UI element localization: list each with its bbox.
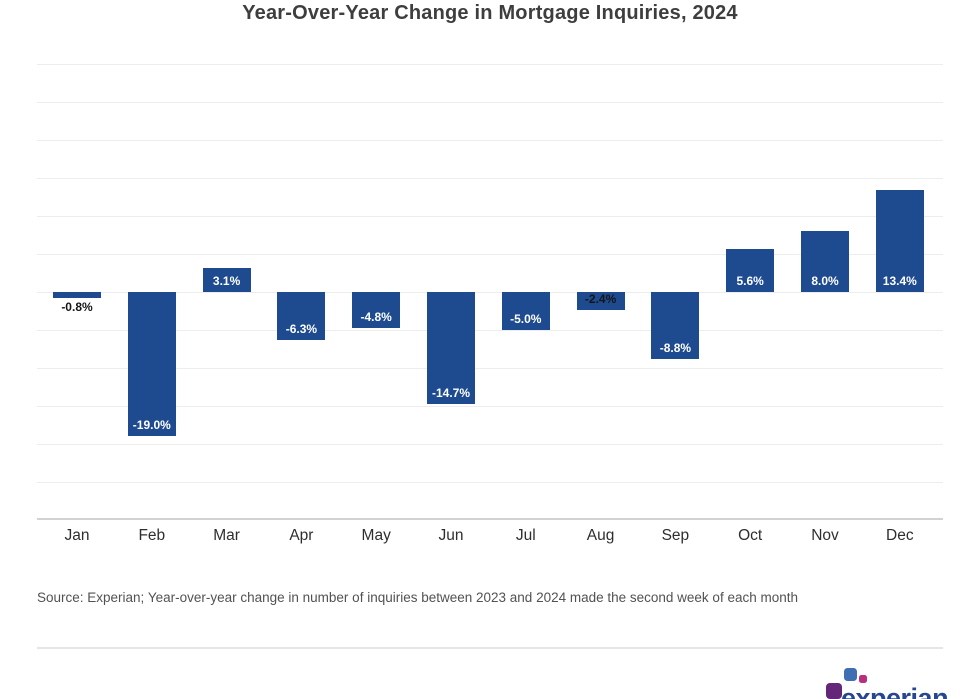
gridline xyxy=(37,102,943,103)
bar-mar: 3.1% xyxy=(202,268,251,292)
x-axis-label: Jul xyxy=(515,527,536,544)
bar-label: -8.8% xyxy=(659,340,692,355)
bar-jul: -5.0% xyxy=(501,292,550,330)
bar-label: -0.8% xyxy=(61,300,93,315)
x-axis: Jan Feb Mar Apr May Jun Jul Aug Sep Oct Nov Dec xyxy=(37,527,943,549)
logo-magenta-dot-icon xyxy=(859,675,867,683)
bar-jun: -14.7% xyxy=(427,292,475,404)
x-axis-label: Sep xyxy=(661,527,690,544)
bar-label: 13.4% xyxy=(882,273,917,288)
gridline xyxy=(37,444,943,445)
bar-oct: 5.6% xyxy=(726,249,775,292)
plot-area: -0.8% -19.0% 3.1% -6.3% -4.8% -14.7% -5.0% -2.4… xyxy=(37,64,943,520)
bar-jan xyxy=(53,292,101,299)
bar-apr: -6.3% xyxy=(277,292,326,340)
bar-label: -5.0% xyxy=(510,312,542,326)
x-axis-label: Jun xyxy=(438,527,464,544)
x-axis-label: Nov xyxy=(811,527,839,544)
bar-dec: 13.4% xyxy=(875,190,924,292)
gridline xyxy=(37,216,943,217)
source-note: Source: Experian; Year-over-year change … xyxy=(37,590,798,605)
chart-title: Year-Over-Year Change in Mortgage Inquir… xyxy=(242,2,738,24)
bar-label: 3.1% xyxy=(212,273,241,288)
logo-purple-square-icon xyxy=(826,683,842,699)
gridline xyxy=(37,330,943,331)
x-axis-label: May xyxy=(361,527,391,544)
x-axis-label: Aug xyxy=(586,527,615,544)
bar-nov: 8.0% xyxy=(801,231,849,292)
logo-wordmark: experian xyxy=(841,683,949,699)
gridline xyxy=(37,254,943,255)
bar-label: -4.8% xyxy=(360,310,392,325)
bar-label: -2.4% xyxy=(584,292,617,307)
x-axis-label: Oct xyxy=(738,527,763,544)
gridline xyxy=(37,140,943,141)
logo-blue-square-icon xyxy=(844,668,857,681)
bar-label: 8.0% xyxy=(811,273,839,288)
bar-label: -14.7% xyxy=(431,385,471,400)
gridline xyxy=(37,482,943,483)
x-axis-line xyxy=(37,518,943,520)
divider-line xyxy=(37,647,943,649)
x-axis-label: Mar xyxy=(213,527,240,544)
gridline xyxy=(37,178,943,179)
gridline xyxy=(37,64,943,65)
x-axis-label: Jan xyxy=(64,527,90,544)
bar-sep: -8.8% xyxy=(651,292,700,359)
bar-label: 5.6% xyxy=(736,273,764,288)
x-axis-label: Dec xyxy=(886,527,914,544)
bar-feb: -19.0% xyxy=(127,292,176,437)
gridline xyxy=(37,406,943,407)
gridline xyxy=(37,368,943,369)
x-axis-label: Feb xyxy=(138,527,166,544)
gridline xyxy=(37,292,943,293)
experian-logo: experian xyxy=(820,662,960,699)
bar-label: -19.0% xyxy=(132,418,171,433)
bar-aug: -2.4% xyxy=(576,292,625,311)
bar-label: -6.3% xyxy=(285,321,318,336)
x-axis-label: Apr xyxy=(289,527,314,544)
bar-may: -4.8% xyxy=(352,292,401,329)
